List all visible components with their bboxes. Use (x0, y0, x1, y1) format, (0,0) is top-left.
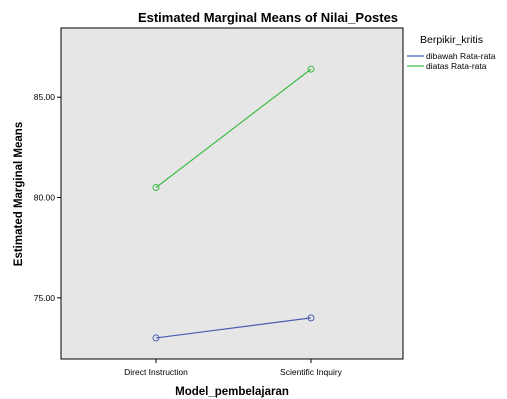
data-point (152, 183, 160, 191)
x-tick-label: Scientific Inquiry (280, 367, 343, 377)
data-point (152, 334, 160, 342)
x-axis-label: Model_pembelajaran (175, 386, 289, 398)
plot-area (60, 27, 404, 360)
chart-title: Estimated Marginal Means of Nilai_Postes (138, 10, 398, 25)
y-tick-label: 85.00 (34, 92, 56, 102)
y-tick-label: 80.00 (34, 193, 56, 203)
y-axis: 75.00 80.00 85.00 (34, 92, 61, 303)
series-line (155, 68, 312, 188)
legend: Berpikir_kritis dibawah Rata-ratadiatas … (407, 34, 496, 71)
series-layer (152, 65, 315, 342)
legend-entry-label: diatas Rata-rata (426, 61, 487, 71)
x-tick-label: Direct Instruction (124, 367, 188, 377)
series-line (155, 317, 312, 339)
y-axis-label: Estimated Marginal Means (13, 122, 25, 266)
data-point (307, 314, 315, 322)
y-tick-label: 75.00 (34, 293, 56, 303)
data-point (307, 65, 315, 73)
legend-entry-label: dibawah Rata-rata (426, 51, 496, 61)
x-axis: Direct Instruction Scientific Inquiry (124, 359, 343, 377)
legend-title: Berpikir_kritis (420, 34, 483, 46)
